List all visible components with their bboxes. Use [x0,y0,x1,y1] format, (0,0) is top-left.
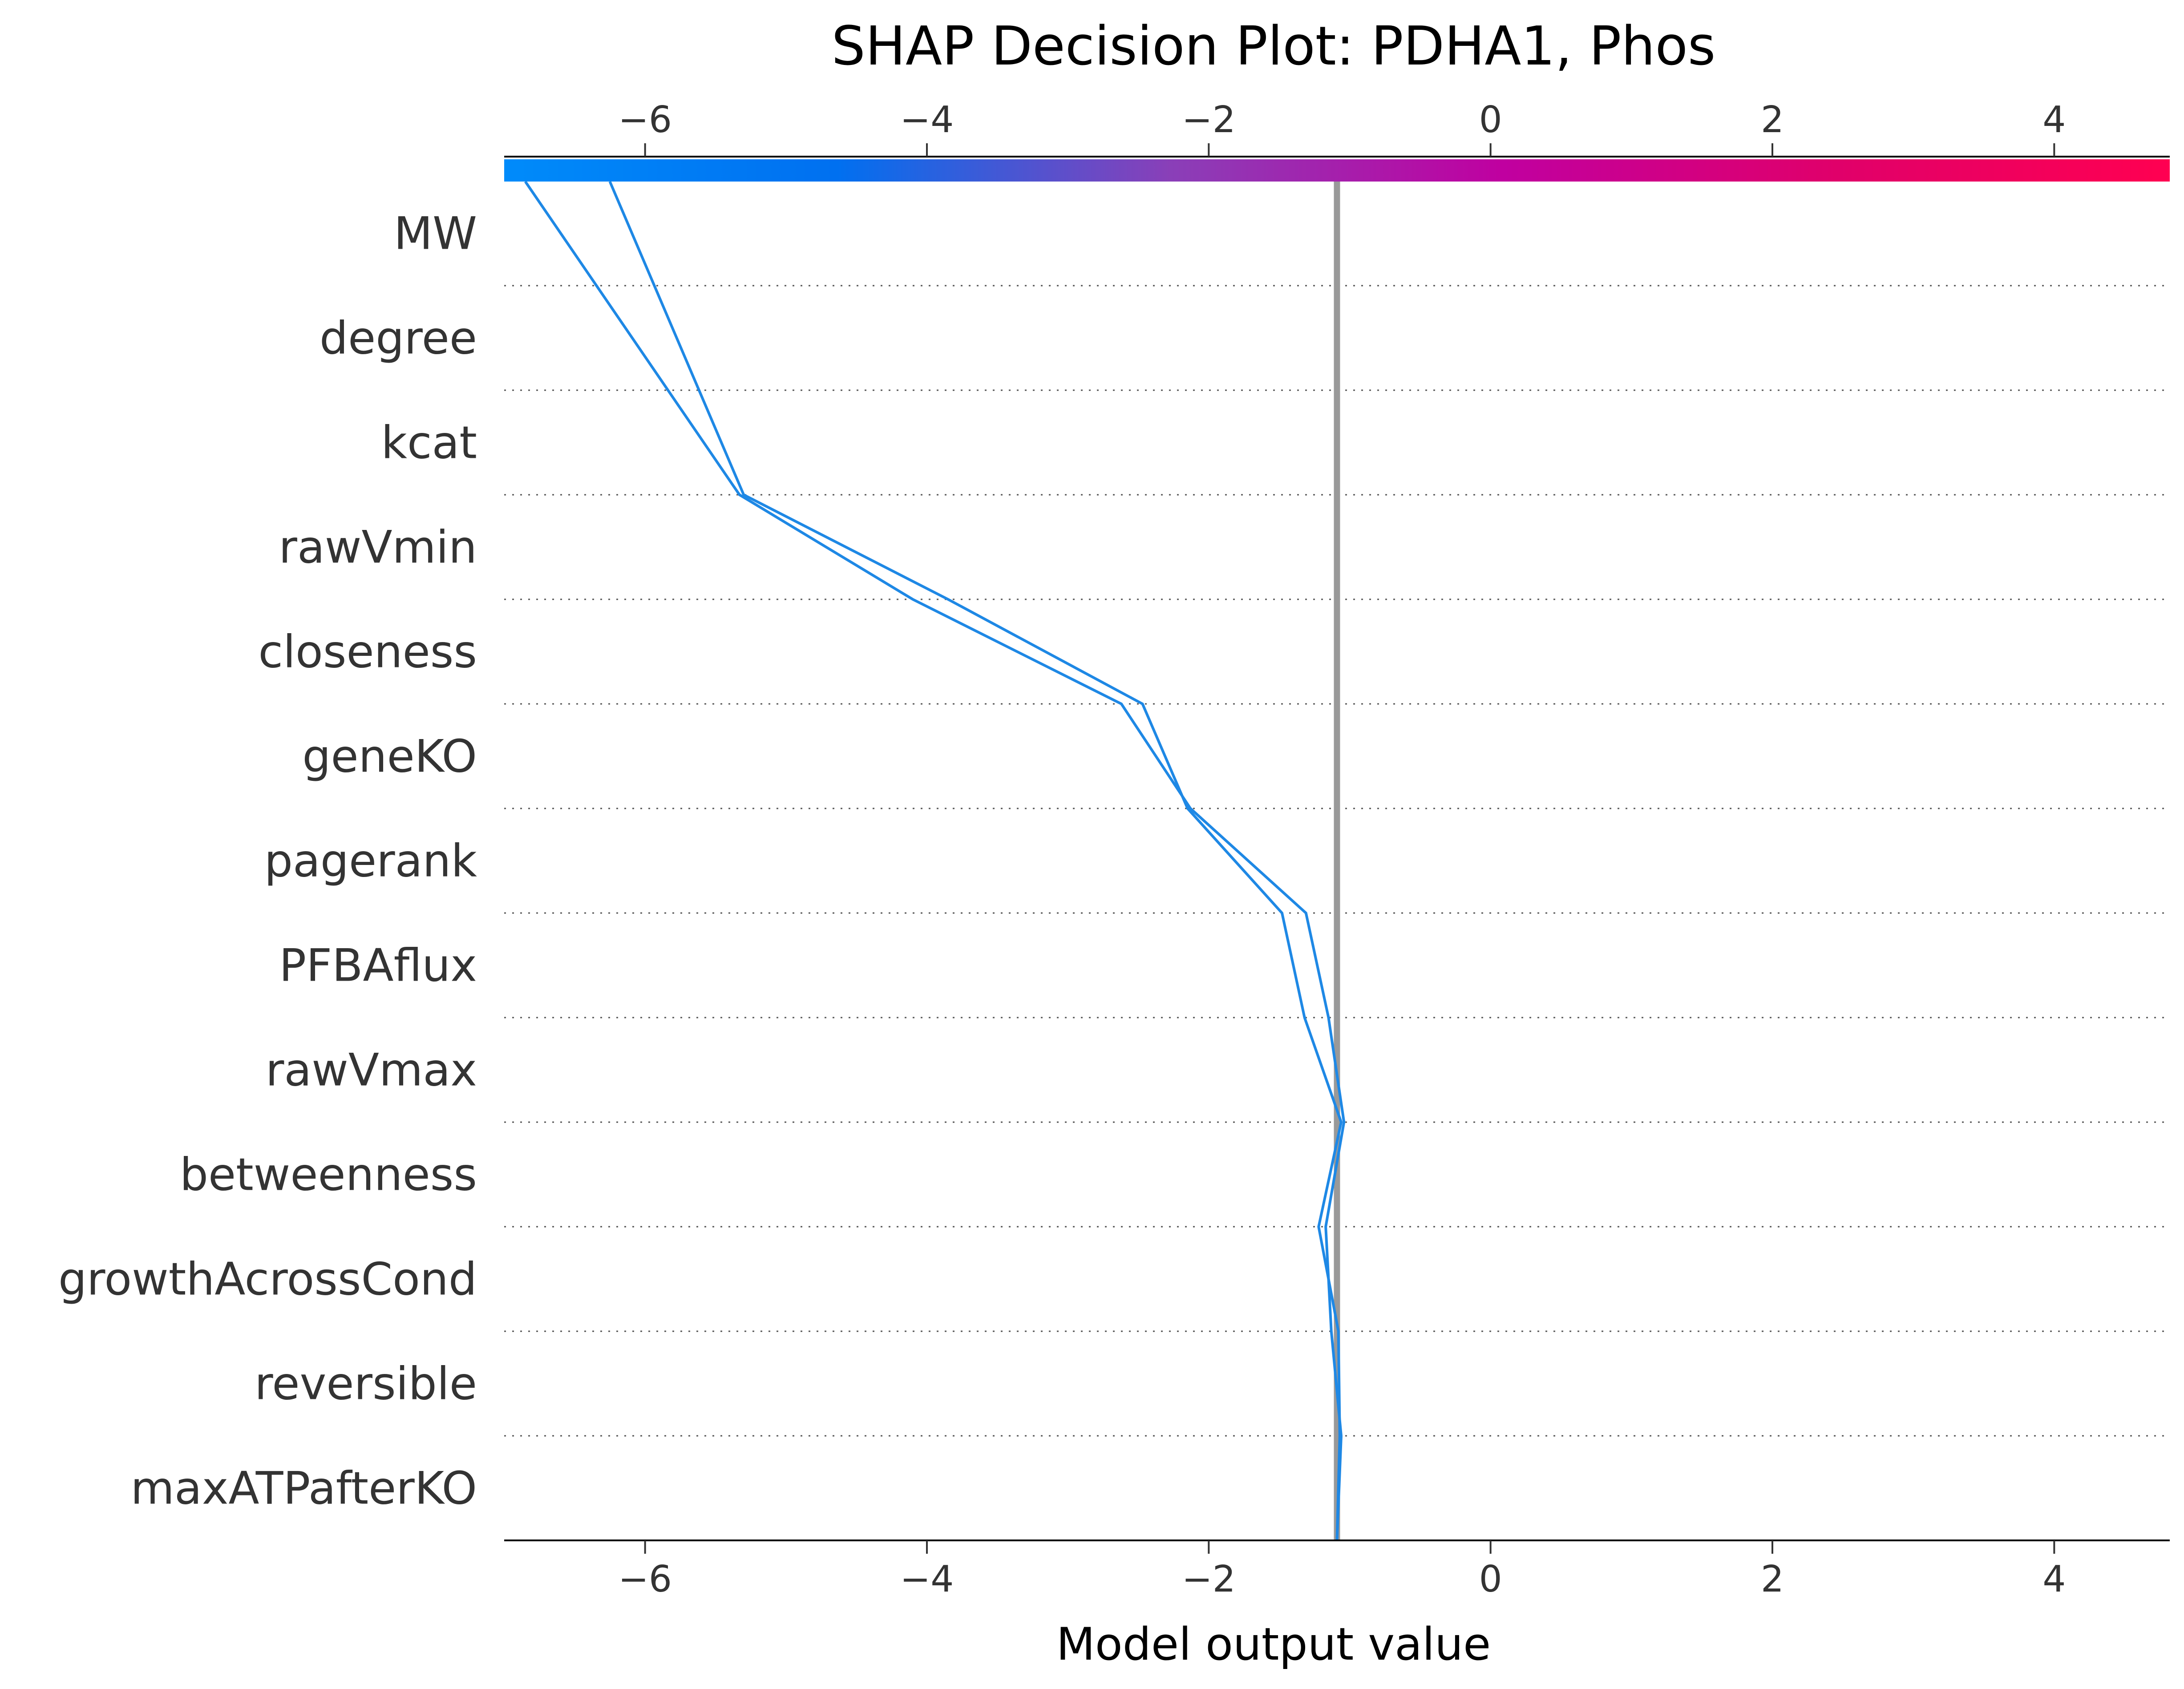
feature-label: geneKO [302,730,477,783]
colorbar-gradient [504,159,2170,182]
feature-label: growthAcrossCond [58,1253,477,1305]
top-tick-label: 0 [1479,99,1502,141]
bottom-axis: −6 −4 −2 0 2 4 [504,1539,2170,1600]
bottom-tick-label: −4 [900,1558,954,1600]
top-axis: −6 −4 −2 0 2 4 [504,99,2170,158]
feature-label: PFBAflux [279,939,477,992]
feature-label: closeness [258,626,477,678]
chart-title: SHAP Decision Plot: PDHA1, Phos [832,16,1716,77]
bottom-tick-label: −2 [1182,1558,1236,1600]
decision-lines [524,181,1346,1541]
top-tick-label: −6 [618,99,672,141]
feature-label: rawVmin [279,521,477,574]
x-axis-label: Model output value [1056,1618,1491,1670]
top-tick-label: −2 [1182,99,1236,141]
decision-line [524,181,1346,1541]
feature-labels: MW degree kcat rawVmin closeness geneKO pagera… [58,207,477,1515]
feature-label: betweenness [180,1148,477,1201]
top-tick-label: 4 [2042,99,2066,141]
bottom-tick-label: 0 [1479,1558,1502,1600]
feature-label: reversible [255,1358,477,1410]
feature-label: kcat [381,416,477,469]
feature-label: maxATPafterKO [130,1462,477,1515]
bottom-tick-label: 4 [2042,1558,2066,1600]
feature-label: degree [320,312,477,364]
feature-label: pagerank [264,835,477,887]
bottom-tick-label: 2 [1761,1558,1784,1600]
feature-label: rawVmax [266,1044,477,1096]
colorbar [504,159,2170,182]
feature-label: MW [394,207,477,260]
decision-line [608,181,1343,1541]
top-tick-label: −4 [900,99,954,141]
bottom-tick-label: −6 [618,1558,672,1600]
top-tick-label: 2 [1761,99,1784,141]
